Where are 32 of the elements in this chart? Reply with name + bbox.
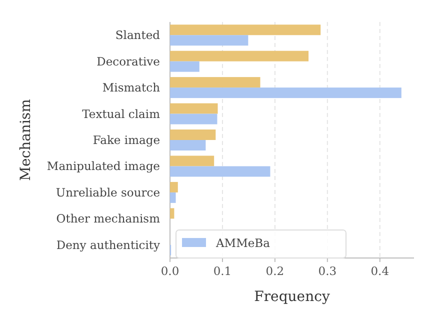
bar (170, 208, 174, 219)
bar (170, 130, 216, 140)
x-tick-label: 0.4 (370, 264, 390, 278)
bar (170, 50, 309, 62)
y-tick-label: Textual claim (82, 106, 160, 121)
x-tick-label: 0.1 (213, 264, 232, 278)
y-tick-label: Fake image (92, 133, 160, 147)
y-tick-label: Decorative (96, 54, 160, 68)
bar (170, 103, 218, 114)
y-axis-title: Mechanism (18, 99, 34, 181)
bar (170, 140, 206, 150)
x-tick-label: 0.3 (318, 264, 337, 278)
bar (170, 61, 200, 72)
bar (170, 88, 402, 98)
bar (170, 156, 214, 166)
x-axis-title: Frequency (254, 289, 330, 305)
x-tick-label: 0.0 (160, 264, 180, 278)
bar (170, 192, 176, 203)
bar (170, 24, 321, 36)
legend-label: AMMeBa (215, 236, 270, 250)
bar (170, 77, 260, 88)
bar (170, 182, 178, 192)
bar (170, 114, 218, 124)
y-tick-label: Deny authenticity (56, 238, 160, 252)
y-tick-label: Manipulated image (46, 159, 160, 174)
bar (170, 166, 270, 177)
y-tick-label: Unreliable source (56, 185, 160, 200)
y-tick-label: Slanted (115, 28, 161, 42)
y-tick-label: Mismatch (102, 80, 161, 95)
x-tick-label: 0.2 (266, 264, 284, 278)
y-tick-label: Other mechanism (56, 212, 160, 226)
bar (170, 35, 248, 46)
